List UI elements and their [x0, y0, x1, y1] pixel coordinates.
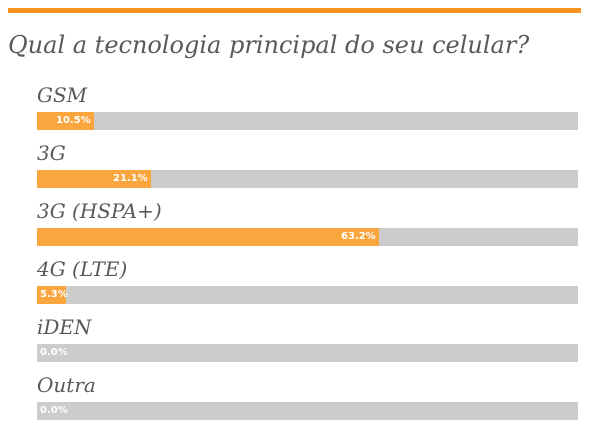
bar-value-label: 10.5%: [56, 115, 91, 126]
poll-option: GSM 10.5%: [37, 82, 578, 140]
poll-option: Outra 0.0%: [37, 372, 578, 430]
bar-track: 0.0%: [37, 402, 578, 420]
poll-option: 3G 21.1%: [37, 140, 578, 198]
option-label: GSM: [37, 83, 88, 107]
poll-title: Qual a tecnologia principal do seu celul…: [8, 31, 530, 59]
bar-track: 63.2%: [37, 228, 578, 246]
bar-value-label: 0.0%: [40, 405, 68, 416]
option-label: 3G: [37, 141, 66, 165]
bar-fill: [37, 286, 66, 304]
option-label: 4G (LTE): [37, 257, 128, 281]
poll-option: iDEN 0.0%: [37, 314, 578, 372]
bar-track: 0.0%: [37, 344, 578, 362]
bar-value-label: 63.2%: [341, 231, 376, 242]
option-label: 3G (HSPA+): [37, 199, 162, 223]
option-label: iDEN: [37, 315, 92, 339]
bar-track: 5.3%: [37, 286, 578, 304]
bar-track: 10.5%: [37, 112, 578, 130]
poll-option: 3G (HSPA+) 63.2%: [37, 198, 578, 256]
option-label: Outra: [37, 373, 96, 397]
poll-option: 4G (LTE) 5.3%: [37, 256, 578, 314]
bar-value-label: 5.3%: [40, 289, 68, 300]
bar-fill: [37, 170, 151, 188]
top-accent-rule: [8, 8, 581, 13]
bar-track: 21.1%: [37, 170, 578, 188]
bar-fill: [37, 228, 379, 246]
bar-value-label: 21.1%: [113, 173, 148, 184]
bar-fill: [37, 112, 94, 130]
bar-value-label: 0.0%: [40, 347, 68, 358]
